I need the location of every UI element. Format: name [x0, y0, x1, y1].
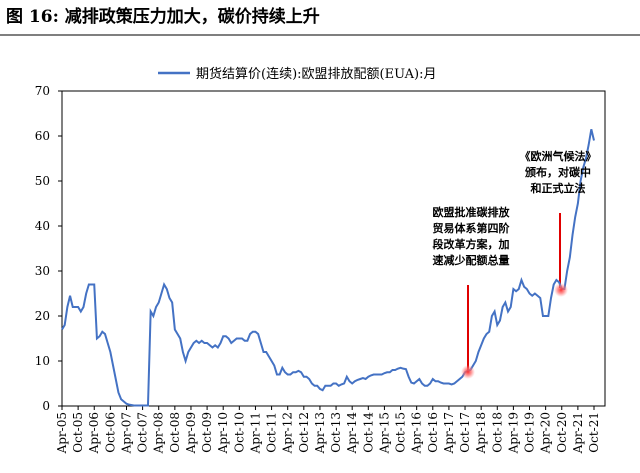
x-tick-label: Oct-21: [587, 412, 601, 453]
x-tick-label: Apr-20: [539, 412, 553, 454]
x-tick-label: Oct-16: [426, 412, 440, 453]
x-tick-label: Apr-19: [506, 412, 520, 454]
annotation: 和正式立法: [531, 181, 586, 195]
y-tick-label: 70: [35, 84, 50, 98]
x-tick-label: Oct-13: [329, 412, 343, 453]
x-tick-label: Oct-20: [555, 412, 569, 453]
chart-title: 图 16: 减排政策压力加大，碳价持续上升: [6, 6, 320, 27]
x-tick-label: Oct-05: [71, 412, 85, 453]
x-tick-label: Oct-07: [136, 412, 150, 453]
legend-label: 期货结算价(连续):欧盟排放配额(EUA):月: [196, 66, 436, 82]
annotation: 欧盟批准碳排放: [433, 205, 511, 219]
x-tick-label: Apr-07: [119, 412, 133, 454]
y-tick-label: 10: [35, 354, 50, 368]
x-tick-label: Apr-13: [313, 412, 327, 454]
highlight: [554, 283, 568, 297]
y-tick-label: 20: [35, 309, 50, 323]
y-tick-label: 40: [35, 219, 50, 233]
x-tick-label: Apr-05: [55, 412, 69, 454]
annotation: 颁布，对碳中: [525, 165, 591, 179]
x-tick-label: Apr-08: [152, 412, 166, 454]
x-tick-label: Oct-19: [523, 412, 537, 453]
annotation: 速减少配额总量: [433, 253, 510, 267]
x-tick-label: Oct-17: [458, 412, 472, 453]
x-tick-label: Apr-10: [216, 412, 230, 454]
x-tick-label: Oct-08: [168, 412, 182, 453]
x-tick-label: Oct-11: [265, 412, 279, 453]
x-tick-label: Oct-14: [361, 412, 375, 453]
y-tick-label: 60: [35, 129, 50, 143]
x-tick-label: Oct-09: [200, 412, 214, 453]
y-tick-label: 50: [35, 174, 50, 188]
x-tick-label: Oct-15: [394, 412, 408, 453]
line: [61, 129, 595, 407]
annotation: 贸易体系第四阶: [433, 221, 511, 235]
x-tick-label: Apr-21: [571, 412, 585, 454]
x-tick-label: Apr-06: [87, 412, 101, 454]
annotation: 《欧洲气候法》: [520, 149, 597, 163]
plot-frame: [61, 90, 606, 407]
annotation: 段改革方案，加: [433, 237, 510, 251]
x-tick-label: Apr-11: [248, 412, 262, 454]
x-tick-label: Apr-18: [474, 412, 488, 454]
x-tick-label: Apr-15: [377, 412, 391, 454]
highlight: [461, 365, 475, 379]
x-tick-label: Apr-17: [442, 412, 456, 454]
x-tick-label: Apr-14: [345, 412, 359, 455]
x-tick-label: Apr-12: [281, 412, 295, 454]
x-tick-label: Apr-16: [410, 412, 424, 454]
x-tick-label: Apr-09: [184, 412, 198, 454]
x-tick-label: Oct-06: [103, 412, 117, 453]
x-tick-label: Oct-18: [490, 412, 504, 453]
x-tick-label: Oct-10: [232, 412, 246, 453]
y-tick-label: 0: [42, 399, 50, 413]
y-tick-label: 30: [35, 264, 50, 278]
x-tick-label: Oct-12: [297, 412, 311, 453]
